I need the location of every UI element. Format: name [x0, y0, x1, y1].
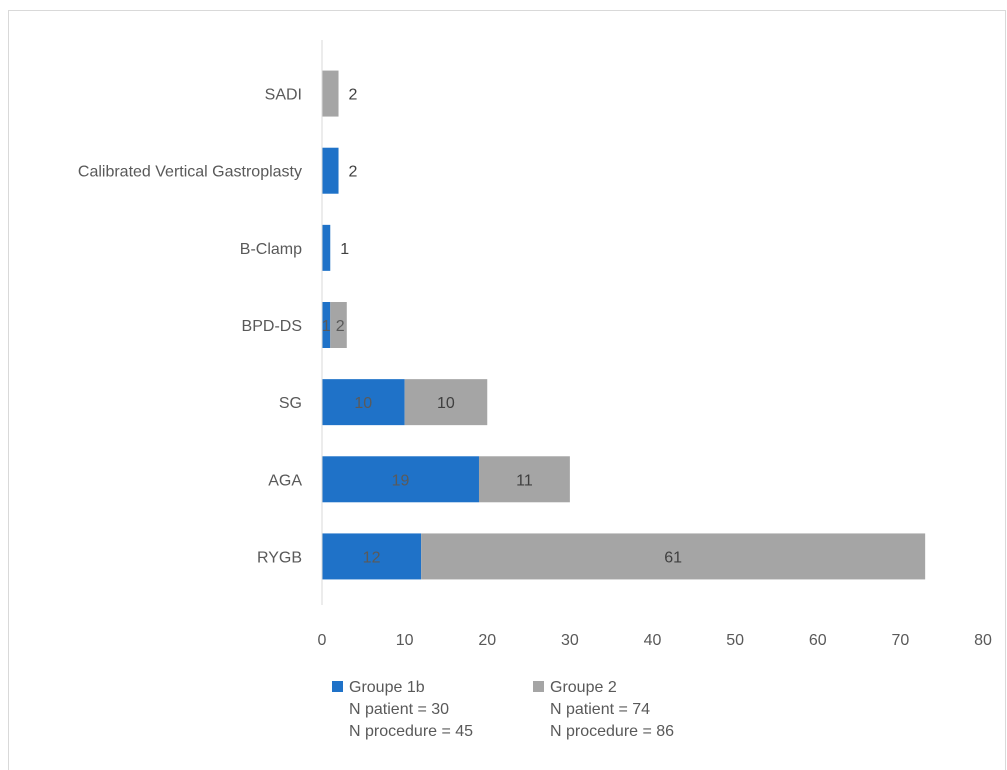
- legend: Groupe 1b N patient = 30 N procedure = 45 G…: [332, 679, 674, 740]
- category-label: AGA: [268, 472, 302, 489]
- bar-segment: [322, 147, 339, 194]
- data-label: 61: [664, 549, 682, 566]
- legend-swatch: [533, 681, 544, 692]
- bar-segment: [322, 379, 405, 426]
- x-tick-label: 70: [891, 632, 909, 649]
- legend-entry-text: N patient = 74: [550, 701, 650, 718]
- legend-swatch: [332, 681, 343, 692]
- bar-segment: [404, 379, 488, 426]
- data-label: 2: [336, 318, 345, 335]
- category-label: SADI: [265, 87, 302, 104]
- x-tick-label: 10: [396, 632, 414, 649]
- x-tick-label: 40: [644, 632, 662, 649]
- legend-entry-text: N procedure = 86: [550, 723, 674, 740]
- data-label: 12: [363, 549, 381, 566]
- data-label: 1: [322, 318, 331, 335]
- bar-segment: [478, 456, 570, 503]
- x-axis-ticks: 0 10 20 30 40 50 60 70 80: [318, 632, 992, 649]
- bar-segment: [322, 456, 479, 503]
- x-tick-label: 60: [809, 632, 827, 649]
- bar-segment: [330, 302, 347, 348]
- category-label: B-Clamp: [240, 241, 302, 258]
- data-label: 10: [437, 395, 455, 412]
- x-tick-label: 0: [318, 632, 327, 649]
- data-label: 11: [516, 472, 533, 489]
- legend-entry-text: N procedure = 45: [349, 723, 473, 740]
- category-label: SG: [279, 395, 302, 412]
- category-label: RYGB: [257, 549, 302, 566]
- category-labels: SADI Calibrated Vertical Gastroplasty B-Cl…: [78, 87, 302, 567]
- data-label: 10: [354, 395, 372, 412]
- data-label: 2: [349, 164, 358, 181]
- bar-segment: [322, 224, 331, 271]
- legend-entry-text: Groupe 1b: [349, 679, 425, 696]
- x-tick-label: 30: [561, 632, 579, 649]
- category-label: Calibrated Vertical Gastroplasty: [78, 164, 302, 181]
- x-tick-label: 50: [726, 632, 744, 649]
- data-label: 2: [349, 87, 358, 104]
- data-label: 19: [392, 472, 410, 489]
- legend-entry-text: N patient = 30: [349, 701, 449, 718]
- bar-segment: [322, 533, 422, 580]
- legend-entry-text: Groupe 2: [550, 679, 617, 696]
- category-label: BPD-DS: [242, 318, 302, 335]
- bar-segment: [322, 302, 331, 348]
- chart-frame: [8, 10, 1006, 770]
- bar-segment: [322, 70, 339, 117]
- data-label: 1: [340, 241, 349, 258]
- x-tick-label: 80: [974, 632, 992, 649]
- x-tick-label: 20: [478, 632, 496, 649]
- bar-segment: [421, 533, 926, 580]
